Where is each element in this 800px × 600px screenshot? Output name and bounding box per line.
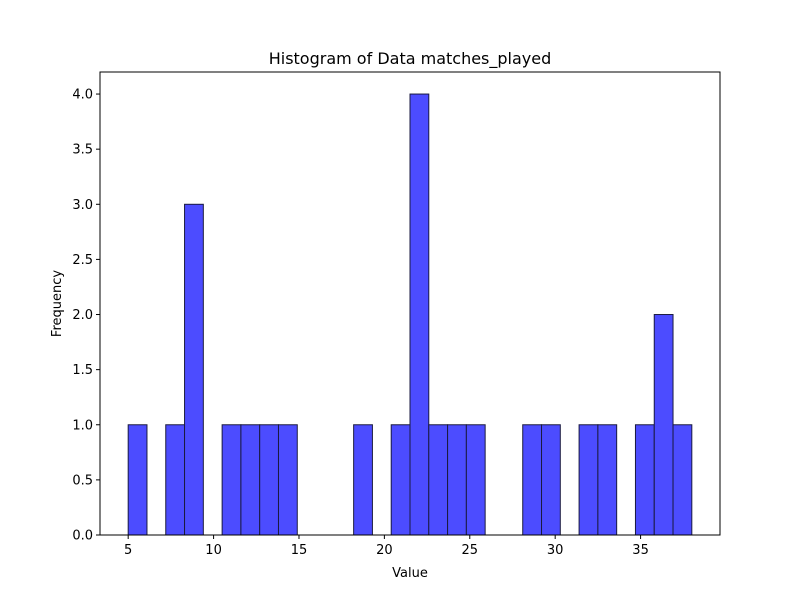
histogram-bar [353, 424, 373, 536]
y-axis-title: Frequency [50, 270, 65, 337]
histogram-bar [541, 424, 561, 536]
histogram-bar [277, 424, 298, 536]
x-tick-label: 30 [547, 543, 564, 558]
y-tick-label: 4.0 [72, 88, 93, 103]
histogram-bar [165, 424, 186, 536]
y-tick-label: 0.5 [72, 473, 93, 488]
y-axis: 0.0 0.5 1.0 1.5 2.0 2.5 3.0 3.5 4.0 [72, 88, 100, 544]
histogram-bar [522, 424, 543, 536]
x-tick-label: 35 [632, 543, 649, 558]
histogram-bar [127, 424, 148, 536]
histogram-bar [578, 424, 599, 536]
histogram-bar [672, 424, 693, 536]
y-tick-label: 2.0 [72, 308, 93, 323]
x-tick-label: 20 [376, 543, 393, 558]
y-tick-label: 2.5 [72, 253, 93, 268]
histogram-bar [184, 203, 204, 536]
x-tick-label: 15 [291, 543, 308, 558]
histogram-bar [597, 424, 618, 536]
x-tick-label: 25 [462, 543, 479, 558]
y-tick-label: 1.5 [72, 363, 93, 378]
bars-group [127, 93, 693, 536]
y-tick-label: 3.0 [72, 198, 93, 213]
histogram-bar [240, 424, 261, 536]
x-axis: 5 10 15 20 25 30 35 [124, 535, 649, 558]
y-tick-label: 0.0 [72, 529, 93, 544]
histogram-bar [447, 424, 467, 536]
x-axis-title: Value [392, 566, 428, 581]
histogram-bar [409, 93, 430, 536]
x-tick-label: 5 [124, 543, 132, 558]
histogram-bar [428, 424, 449, 536]
y-tick-label: 1.0 [72, 418, 93, 433]
plot-area-frame [99, 71, 721, 536]
x-tick-label: 10 [205, 543, 222, 558]
y-tick-label: 3.5 [72, 143, 93, 158]
histogram-bar [465, 424, 486, 536]
histogram-bar [634, 424, 655, 536]
histogram-bar [653, 314, 674, 536]
histogram-bar [390, 424, 411, 536]
chart-title: Histogram of Data matches_played [269, 49, 552, 69]
histogram-bar [221, 424, 242, 536]
histogram-bar [259, 424, 279, 536]
